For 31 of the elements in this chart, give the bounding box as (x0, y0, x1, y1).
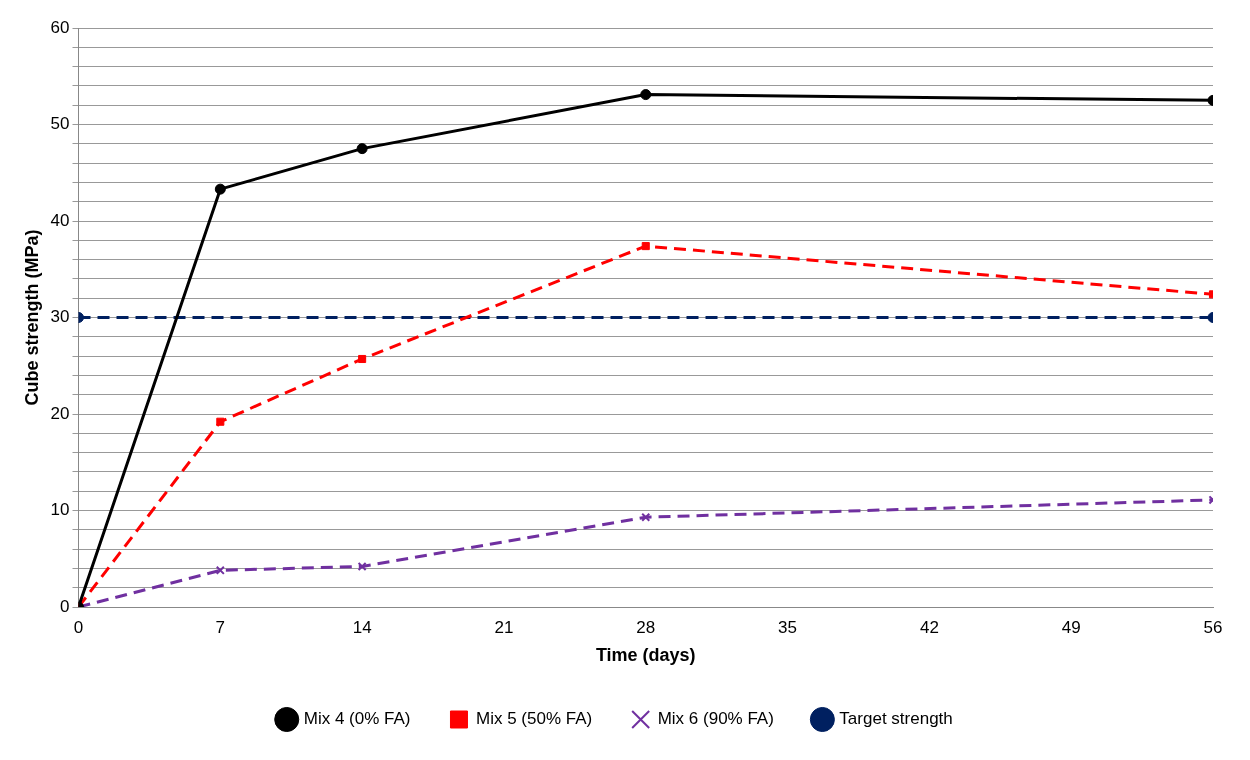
x-tick-label: 7 (215, 617, 226, 637)
x-tick-label: 21 (494, 617, 514, 637)
y-tick-label: 40 (50, 210, 70, 230)
point (215, 565, 225, 575)
y-tick-label: 60 (50, 17, 70, 37)
x-tick-label: 28 (636, 617, 656, 637)
y-tick-label: 0 (60, 596, 70, 616)
x-tick-label: 56 (1203, 617, 1223, 637)
x-tick-label: 35 (778, 617, 798, 637)
legend-label: Mix 4 (0% FA) (303, 709, 411, 729)
point (641, 242, 650, 251)
y-tick-label: 50 (50, 114, 70, 134)
point (357, 561, 367, 572)
x-tick-label: 0 (73, 617, 84, 637)
point (214, 183, 226, 195)
point (356, 143, 368, 155)
y-tick-label: 20 (50, 403, 70, 423)
y-tick-label: 10 (50, 500, 70, 520)
y-tick-label: 30 (50, 307, 70, 327)
legend-label: Mix 5 (50% FA) (475, 709, 593, 729)
x-tick-label: 49 (1061, 617, 1081, 637)
x-tick-label: 14 (352, 617, 372, 637)
y-axis-title: Cube strength (MPa) (21, 229, 42, 406)
x-tick-label: 42 (919, 617, 939, 637)
point (358, 354, 367, 364)
point (216, 417, 225, 426)
point (640, 89, 652, 101)
legend-label: Mix 6 (90% FA) (657, 709, 774, 729)
x-axis-title: Time (days) (595, 645, 696, 666)
point (641, 512, 651, 522)
legend-label: Target strength (839, 709, 953, 729)
